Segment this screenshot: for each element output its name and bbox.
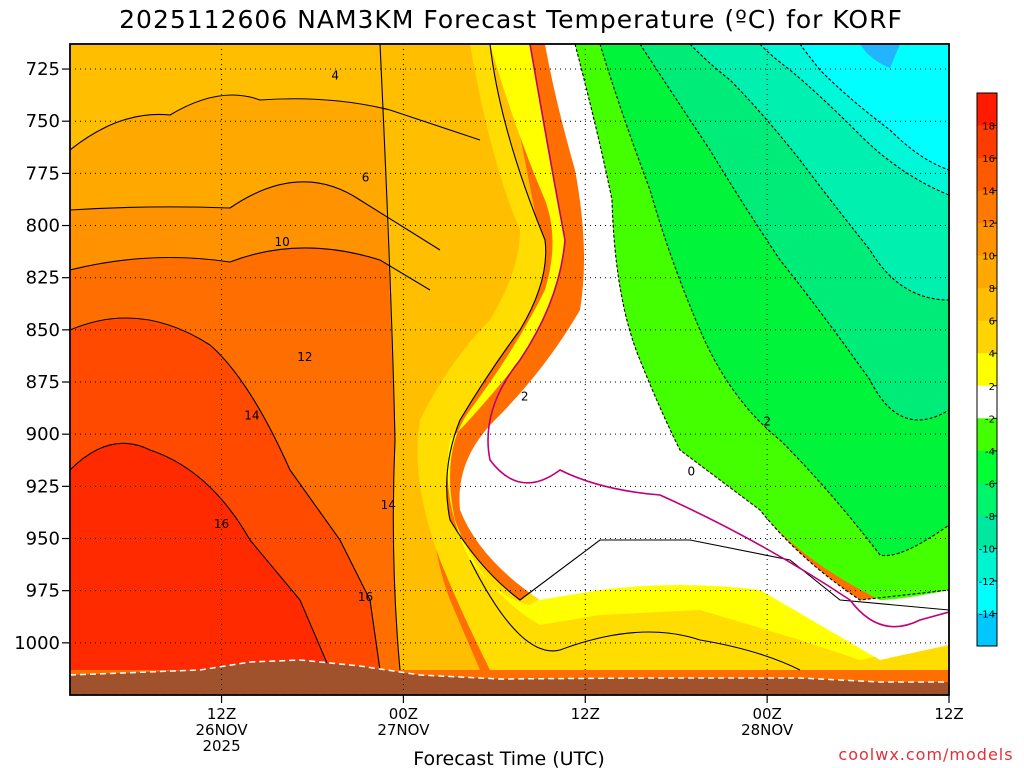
x-tick-label: 2025: [202, 737, 240, 755]
contour-label: 14: [381, 498, 396, 512]
band-16c: [70, 443, 330, 670]
colorbar-label: 4: [989, 349, 995, 360]
colorbar-label: -2: [985, 414, 995, 425]
colorbar-label: 10: [982, 252, 995, 263]
terrain: [70, 659, 949, 695]
y-tick-label: 975: [26, 581, 60, 602]
zero-contour: [487, 44, 949, 628]
contour-label: 14: [244, 408, 259, 422]
y-tick-label: 750: [26, 111, 60, 132]
band-freezing: [459, 44, 949, 660]
colorbar-label: 8: [989, 284, 995, 295]
contour-solid: [70, 247, 431, 291]
temperature-field: [70, 44, 949, 695]
x-tick-label: 12Z: [207, 705, 236, 723]
contour-solid: [70, 181, 441, 251]
band-minus16c: [860, 44, 900, 68]
contour-solid: [70, 442, 331, 671]
colorbar-label: -8: [985, 512, 995, 523]
y-tick-label: 1000: [14, 633, 60, 654]
contour-solid: [379, 44, 401, 671]
colorbar-swatch: [977, 223, 997, 257]
contour-label: 0: [688, 465, 696, 479]
colorbar-swatch: [977, 93, 997, 127]
colorbar-label: 16: [982, 154, 995, 165]
colorbar-label: -4: [985, 447, 995, 458]
contour-lines: [70, 44, 949, 671]
contour-label: 16: [358, 590, 373, 604]
contour-dashed: [599, 44, 949, 557]
credit-text: coolwx.com/models: [838, 745, 1013, 764]
y-tick-label: 900: [26, 424, 60, 445]
contour-label: 2: [521, 390, 529, 404]
colorbar-swatch: [977, 418, 997, 452]
x-tick-label: 28NOV: [741, 721, 794, 739]
contour-label: 16: [214, 517, 229, 531]
y-tick-label: 800: [26, 216, 60, 237]
chart-title: 2025112606 NAM3KM Forecast Temperature (…: [119, 5, 903, 34]
x-tick-label: 00Z: [752, 705, 781, 723]
x-tick-label: 27NOV: [377, 721, 430, 739]
x-axis-title: Forecast Time (UTC): [413, 748, 604, 768]
colorbar-label: -6: [985, 479, 995, 490]
contour-label: 4: [331, 68, 339, 82]
y-tick-label: 925: [26, 476, 60, 497]
band-minus14c: [800, 44, 949, 170]
colorbar-label: 14: [982, 187, 995, 198]
freezing-line: [487, 44, 949, 628]
contour-solid: [469, 559, 801, 671]
contour-dashed: [759, 44, 949, 196]
contour-label: 12: [297, 350, 312, 364]
x-tick-label: 00Z: [389, 705, 418, 723]
contour-label: 2: [763, 415, 771, 429]
colorbar-swatch: [977, 483, 997, 517]
contour-dashed: [689, 44, 949, 301]
colorbar-swatch: [977, 353, 997, 387]
y-tick-label: 850: [26, 320, 60, 341]
y-tick-label: 875: [26, 372, 60, 393]
colorbar-swatch: [977, 580, 997, 614]
contour-solid: [70, 94, 481, 151]
colorbar-label: -12: [979, 577, 995, 588]
y-tick-label: 775: [26, 163, 60, 184]
colorbar-label: 6: [989, 317, 995, 328]
colorbar-label: 12: [982, 219, 995, 230]
colorbar-swatch: [977, 288, 997, 322]
contour-solid: [70, 317, 381, 671]
colorbar-swatch: [977, 548, 997, 582]
colorbar-swatch: [977, 385, 997, 419]
x-tick-label: 12Z: [571, 705, 600, 723]
x-tick-label: 12Z: [934, 705, 963, 723]
colorbar-swatch: [977, 613, 997, 647]
colorbar-label: 2: [989, 382, 995, 393]
dashed-contours: [574, 44, 949, 601]
colorbar-label: 18: [982, 122, 995, 133]
colorbar-swatch: [977, 450, 997, 484]
contour-dashed: [799, 44, 949, 171]
contour-label: 10: [275, 235, 290, 249]
colorbar-swatch: [977, 125, 997, 159]
x-tick-label: 26NOV: [195, 721, 248, 739]
colorbar-swatch: [977, 190, 997, 224]
colorbar-label: -14: [979, 609, 995, 620]
y-axis: 725 750 775 800 825 850 875 900 925 950 975 1000: [14, 59, 70, 654]
colorbar-swatch: [977, 255, 997, 289]
y-tick-label: 725: [26, 59, 60, 80]
colorbar-swatch: [977, 320, 997, 354]
colorbar: 18 16 14 12 10 8 6 4 2 -2 -4 -6 -8 -10 -12 -14: [976, 92, 998, 647]
contour-labels: 4 6 10 12 14 14 16 16 2 0 2: [214, 68, 771, 604]
colorbar-swatch: [977, 515, 997, 549]
colorbar-label: -10: [979, 544, 995, 555]
y-tick-label: 950: [26, 529, 60, 550]
contour-dashed: [574, 44, 949, 601]
plot-frame: [69, 43, 950, 696]
y-tick-label: 825: [26, 268, 60, 289]
contour-solid: [446, 44, 949, 611]
colorbar-frame: [976, 92, 998, 647]
colorbar-swatch: [977, 158, 997, 192]
contour-label: 6: [362, 171, 370, 185]
contour-dashed: [639, 44, 949, 421]
